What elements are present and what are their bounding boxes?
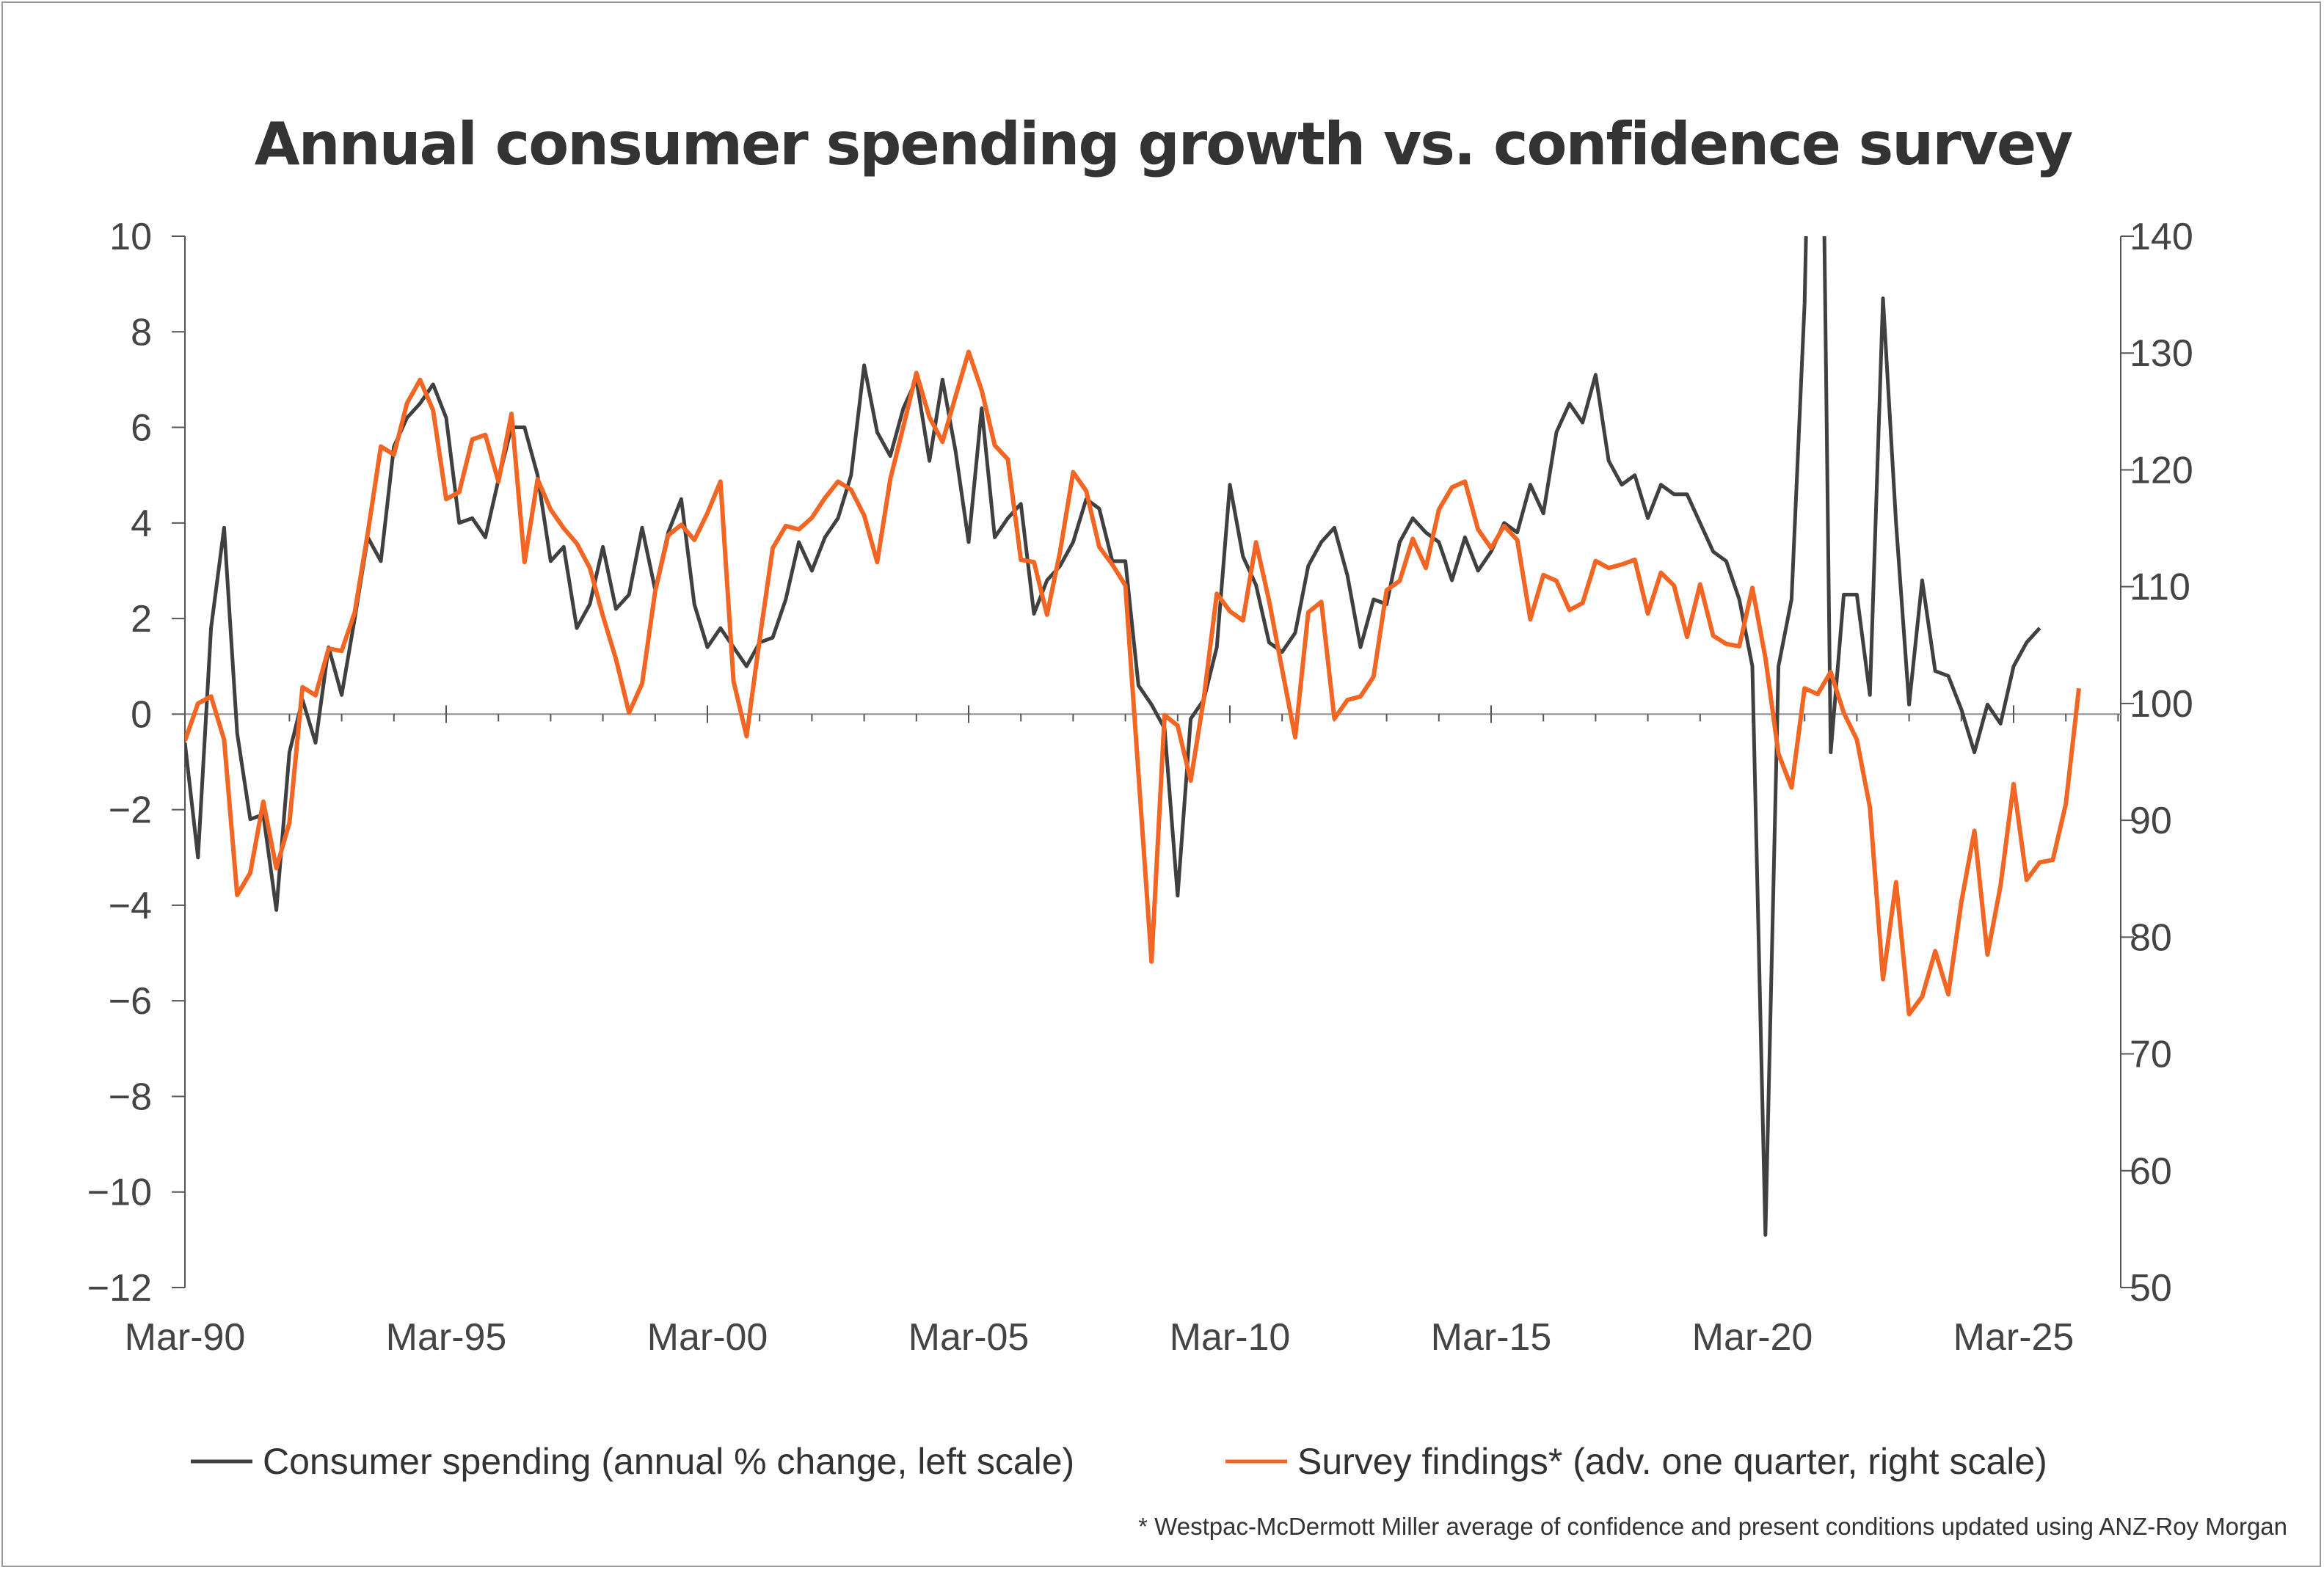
chart-title: Annual consumer spending growth vs. conf… — [255, 110, 2072, 178]
left-tick-label: −4 — [109, 885, 152, 927]
right-tick-label: 110 — [2130, 566, 2190, 609]
series-line-consumer-spending — [185, 236, 2041, 1237]
left-tick-label: 0 — [131, 693, 152, 736]
x-tick-label: Mar-00 — [647, 1316, 768, 1359]
left-tick-label: 10 — [109, 216, 152, 258]
x-tick-label: Mar-90 — [125, 1316, 246, 1359]
left-tick-label: −12 — [87, 1267, 152, 1310]
right-tick-label: 80 — [2130, 916, 2172, 959]
right-tick-label: 130 — [2130, 332, 2193, 375]
x-tick-label: Mar-95 — [386, 1316, 507, 1359]
series-line-survey-findings — [185, 349, 2081, 1017]
x-tick-label: Mar-20 — [1692, 1316, 1813, 1359]
left-tick-label: −6 — [109, 980, 152, 1023]
series-group — [185, 236, 2081, 1237]
left-tick-label: 4 — [131, 503, 152, 545]
left-tick-label: 2 — [131, 598, 152, 640]
left-tick-label: −8 — [109, 1076, 152, 1118]
x-tick-label: Mar-15 — [1431, 1316, 1552, 1359]
left-tick-label: −10 — [87, 1172, 152, 1214]
right-tick-label: 60 — [2130, 1150, 2172, 1193]
left-tick-label: 8 — [131, 311, 152, 354]
right-tick-label: 70 — [2130, 1034, 2172, 1076]
left-tick-label: 6 — [131, 407, 152, 450]
right-tick-label: 100 — [2130, 683, 2193, 726]
right-tick-label: 90 — [2130, 800, 2172, 842]
right-tick-label: 140 — [2130, 216, 2193, 258]
x-tick-label: Mar-25 — [1953, 1316, 2075, 1359]
right-tick-label: 50 — [2130, 1267, 2172, 1310]
axes: 10 8 6 4 2 0 −2 −4 −6 −8 −10 −12 140 130 120 110 100 90 80… — [87, 216, 2193, 1359]
x-tick-label: Mar-05 — [908, 1316, 1030, 1359]
right-tick-label: 120 — [2130, 449, 2193, 492]
left-tick-label: −2 — [109, 789, 152, 832]
legend-label-survey: Survey findings* (adv. one quarter, righ… — [1297, 1441, 2047, 1482]
footnote: * Westpac-McDermott Miller average of co… — [1138, 1513, 2287, 1540]
legend-label-consumer-spending: Consumer spending (annual % change, left… — [263, 1441, 1074, 1482]
chart: Annual consumer spending growth vs. conf… — [87, 110, 2287, 1540]
x-tick-label: Mar-10 — [1170, 1316, 1291, 1359]
legend: Consumer spending (annual % change, left… — [191, 1441, 2047, 1482]
